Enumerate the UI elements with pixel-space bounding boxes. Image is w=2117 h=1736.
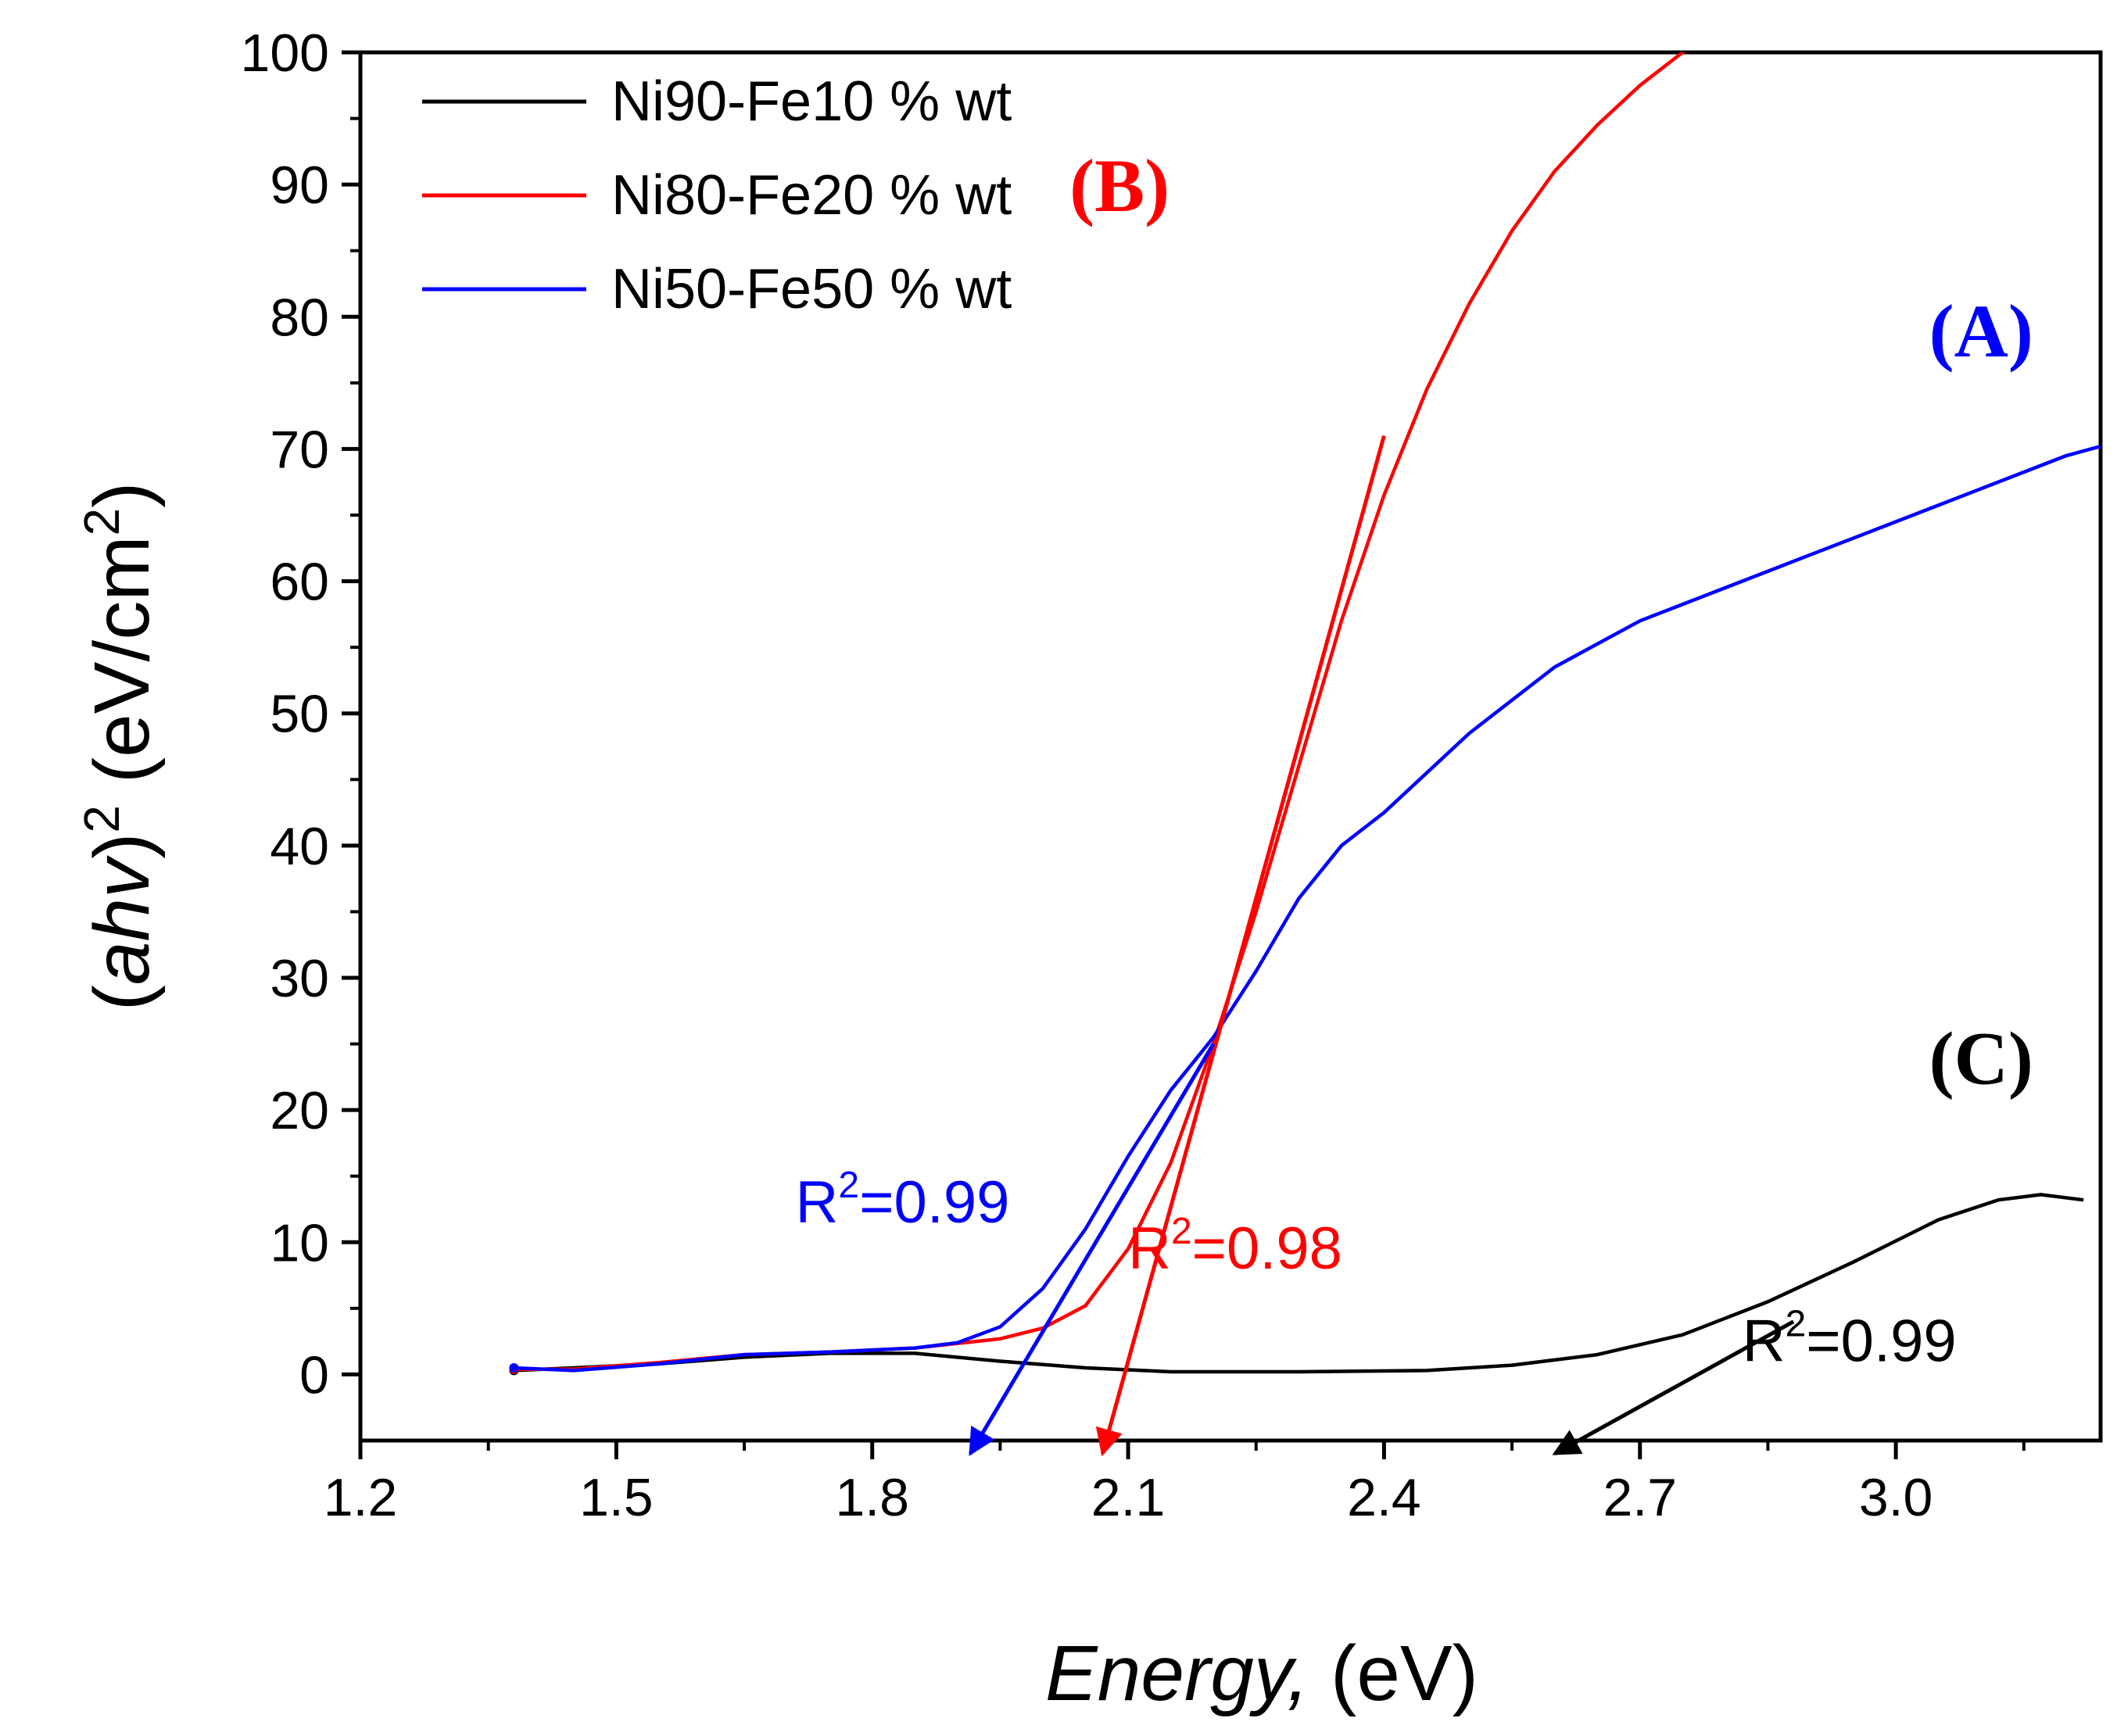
r-squared-label-4: R2=0.99 — [796, 1165, 1010, 1236]
legend-label-3: Ni50-Fe50 % wt — [611, 258, 1012, 320]
x-tick-label: 2.7 — [1603, 1468, 1677, 1527]
fit-line-arrow-1 — [1095, 435, 1386, 1457]
plot-frame — [358, 50, 2103, 1443]
x-tick-label: 3.0 — [1859, 1468, 1933, 1527]
y-tick-label: 60 — [270, 553, 329, 612]
series-start-dot-3 — [509, 1362, 519, 1373]
fit-line-arrow-2 — [969, 1043, 1216, 1456]
x-tick-label: 1.5 — [579, 1468, 654, 1527]
y-tick-label: 80 — [270, 288, 329, 347]
panel-label-3: (C) — [1929, 1016, 2033, 1100]
series-group — [509, 52, 2101, 1376]
y-tick-label: 70 — [270, 420, 329, 479]
legend-label-2: Ni80-Fe20 % wt — [611, 164, 1012, 227]
r-squared-label-6: R2=0.99 — [1743, 1304, 1957, 1375]
y-tick-label: 40 — [270, 817, 329, 876]
series-line-3 — [514, 444, 2101, 1373]
x-axis-label: Energy, (eV) — [1045, 1630, 1478, 1717]
panel-label-2: (A) — [1929, 289, 2033, 373]
y-tick-label: 90 — [270, 156, 329, 215]
y-tick-label: 50 — [270, 685, 329, 744]
panel-label-1: (B) — [1069, 144, 1170, 227]
y-axis-label: (ahv)2 (eV/cm2) — [73, 482, 166, 1011]
y-tick-label: 30 — [270, 949, 329, 1008]
fit-line-arrow-3 — [1552, 1319, 1795, 1456]
series-line-1 — [514, 1193, 2084, 1374]
x-tick-label: 2.1 — [1091, 1468, 1166, 1527]
x-tick-label: 1.2 — [324, 1468, 398, 1527]
y-tick-label: 10 — [270, 1213, 329, 1272]
x-tick-label: 2.4 — [1347, 1468, 1421, 1527]
y-tick-label: 100 — [241, 23, 329, 83]
y-tick-label: 0 — [299, 1345, 329, 1405]
y-tick-label: 20 — [270, 1081, 329, 1140]
x-tick-label: 1.8 — [835, 1468, 909, 1527]
legend-label-1: Ni90-Fe10 % wt — [611, 70, 1012, 133]
r-squared-label-5: R2=0.98 — [1128, 1211, 1342, 1282]
